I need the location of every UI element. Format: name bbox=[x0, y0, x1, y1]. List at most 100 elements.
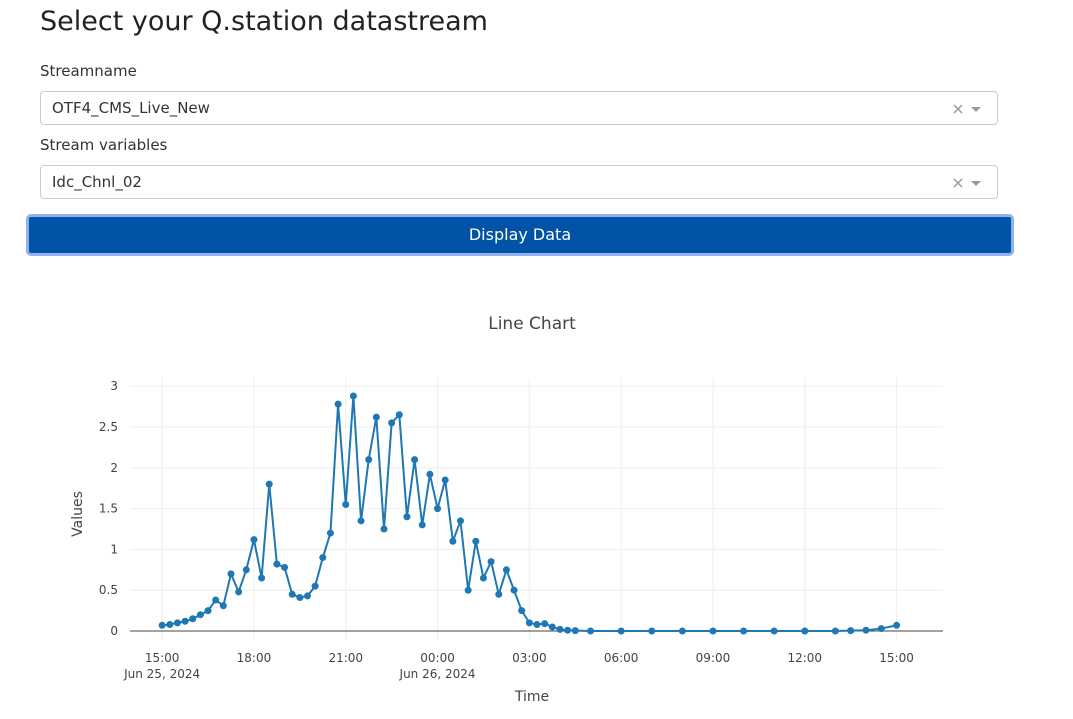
data-point bbox=[617, 627, 625, 635]
x-tick-label: 03:00 bbox=[512, 651, 547, 665]
data-point bbox=[227, 570, 235, 578]
data-point bbox=[334, 400, 342, 408]
data-point bbox=[365, 456, 373, 464]
data-point bbox=[411, 456, 419, 464]
data-point bbox=[380, 525, 388, 533]
data-point bbox=[357, 517, 365, 525]
data-point bbox=[204, 607, 212, 615]
dropdown[interactable]: OTF4_CMS_Live_New bbox=[40, 91, 998, 125]
data-point bbox=[403, 513, 411, 521]
data-point bbox=[212, 596, 220, 604]
y-tick-label: 1.5 bbox=[99, 502, 118, 516]
data-point bbox=[426, 470, 434, 478]
data-point bbox=[181, 617, 189, 625]
data-point bbox=[288, 590, 296, 598]
data-point bbox=[648, 627, 656, 635]
data-point bbox=[349, 392, 357, 400]
data-point bbox=[189, 615, 197, 623]
data-point bbox=[235, 588, 243, 596]
y-tick-label: 0.5 bbox=[99, 583, 118, 597]
x-tick-label: 21:00 bbox=[328, 651, 363, 665]
data-point bbox=[265, 480, 273, 488]
data-point bbox=[495, 590, 503, 598]
data-point bbox=[342, 501, 350, 509]
y-tick-label: 3 bbox=[110, 379, 118, 393]
data-point bbox=[525, 619, 533, 627]
data-point bbox=[801, 627, 809, 635]
data-point bbox=[258, 574, 266, 582]
data-point bbox=[518, 607, 526, 615]
x-tick-label: 12:00 bbox=[787, 651, 822, 665]
x-tick-label: 06:00 bbox=[604, 651, 639, 665]
x-tick-label: 09:00 bbox=[696, 651, 731, 665]
x-tick-label: Jun 25, 2024 bbox=[123, 667, 200, 681]
data-point bbox=[587, 627, 595, 635]
data-point bbox=[770, 627, 778, 635]
data-point bbox=[311, 582, 319, 590]
data-point bbox=[877, 625, 885, 633]
dropdown-value: OTF4_CMS_Live_New bbox=[52, 99, 210, 117]
y-axis-title: Values bbox=[70, 491, 86, 537]
data-point bbox=[434, 505, 442, 513]
data-point bbox=[281, 563, 289, 571]
data-point bbox=[449, 537, 457, 545]
data-line bbox=[162, 395, 897, 633]
y-tick-label: 0 bbox=[110, 624, 118, 638]
data-point bbox=[571, 627, 579, 635]
display-button[interactable]: Display Data bbox=[26, 214, 1014, 256]
x-tick-label: 15:00 bbox=[145, 651, 180, 665]
data-point bbox=[395, 411, 403, 419]
field-label: Streamname bbox=[40, 62, 137, 80]
data-point bbox=[740, 627, 748, 635]
data-point bbox=[556, 625, 564, 633]
dropdown-value: Idc_Chnl_02 bbox=[52, 173, 142, 191]
data-point bbox=[564, 626, 572, 634]
data-point bbox=[479, 574, 487, 582]
y-tick-label: 1 bbox=[110, 542, 118, 556]
page-title: Select your Q.station datastream bbox=[40, 6, 488, 37]
data-point bbox=[472, 537, 480, 545]
dropdown-icons bbox=[953, 178, 981, 188]
data-point bbox=[502, 566, 510, 574]
data-point bbox=[709, 627, 717, 635]
data-point bbox=[862, 626, 870, 634]
x-tick-label: 15:00 bbox=[879, 651, 914, 665]
data-point bbox=[893, 621, 901, 629]
data-point bbox=[319, 554, 327, 562]
data-point bbox=[303, 592, 311, 600]
data-point bbox=[173, 619, 181, 627]
data-point bbox=[457, 517, 465, 525]
data-point bbox=[847, 627, 855, 635]
data-point bbox=[510, 586, 518, 594]
y-tick-label: 2.5 bbox=[99, 420, 118, 434]
x-axis-title: Time bbox=[514, 689, 549, 705]
data-point bbox=[441, 476, 449, 484]
data-point bbox=[242, 566, 250, 574]
x-tick-label: 00:00 bbox=[420, 651, 455, 665]
data-point bbox=[548, 623, 556, 631]
field-label: Stream variables bbox=[40, 136, 168, 154]
x-tick-label: Jun 26, 2024 bbox=[399, 667, 476, 681]
data-point bbox=[296, 594, 304, 602]
data-point bbox=[464, 586, 472, 594]
data-point bbox=[326, 529, 334, 537]
data-point bbox=[219, 602, 227, 610]
data-point bbox=[487, 558, 495, 566]
data-point bbox=[541, 620, 549, 628]
data-point bbox=[166, 620, 174, 628]
data-point bbox=[196, 611, 204, 619]
data-point bbox=[533, 620, 541, 628]
dropdown-icons bbox=[953, 104, 981, 114]
x-tick-label: 18:00 bbox=[237, 651, 272, 665]
dropdown[interactable]: Idc_Chnl_02 bbox=[40, 165, 998, 199]
y-tick-label: 2 bbox=[110, 461, 118, 475]
data-point bbox=[372, 413, 380, 421]
data-point bbox=[831, 627, 839, 635]
data-point bbox=[273, 560, 281, 568]
data-point bbox=[158, 621, 166, 629]
data-point bbox=[678, 627, 686, 635]
data-point bbox=[250, 536, 258, 544]
data-point bbox=[388, 419, 396, 427]
data-point bbox=[418, 521, 426, 529]
